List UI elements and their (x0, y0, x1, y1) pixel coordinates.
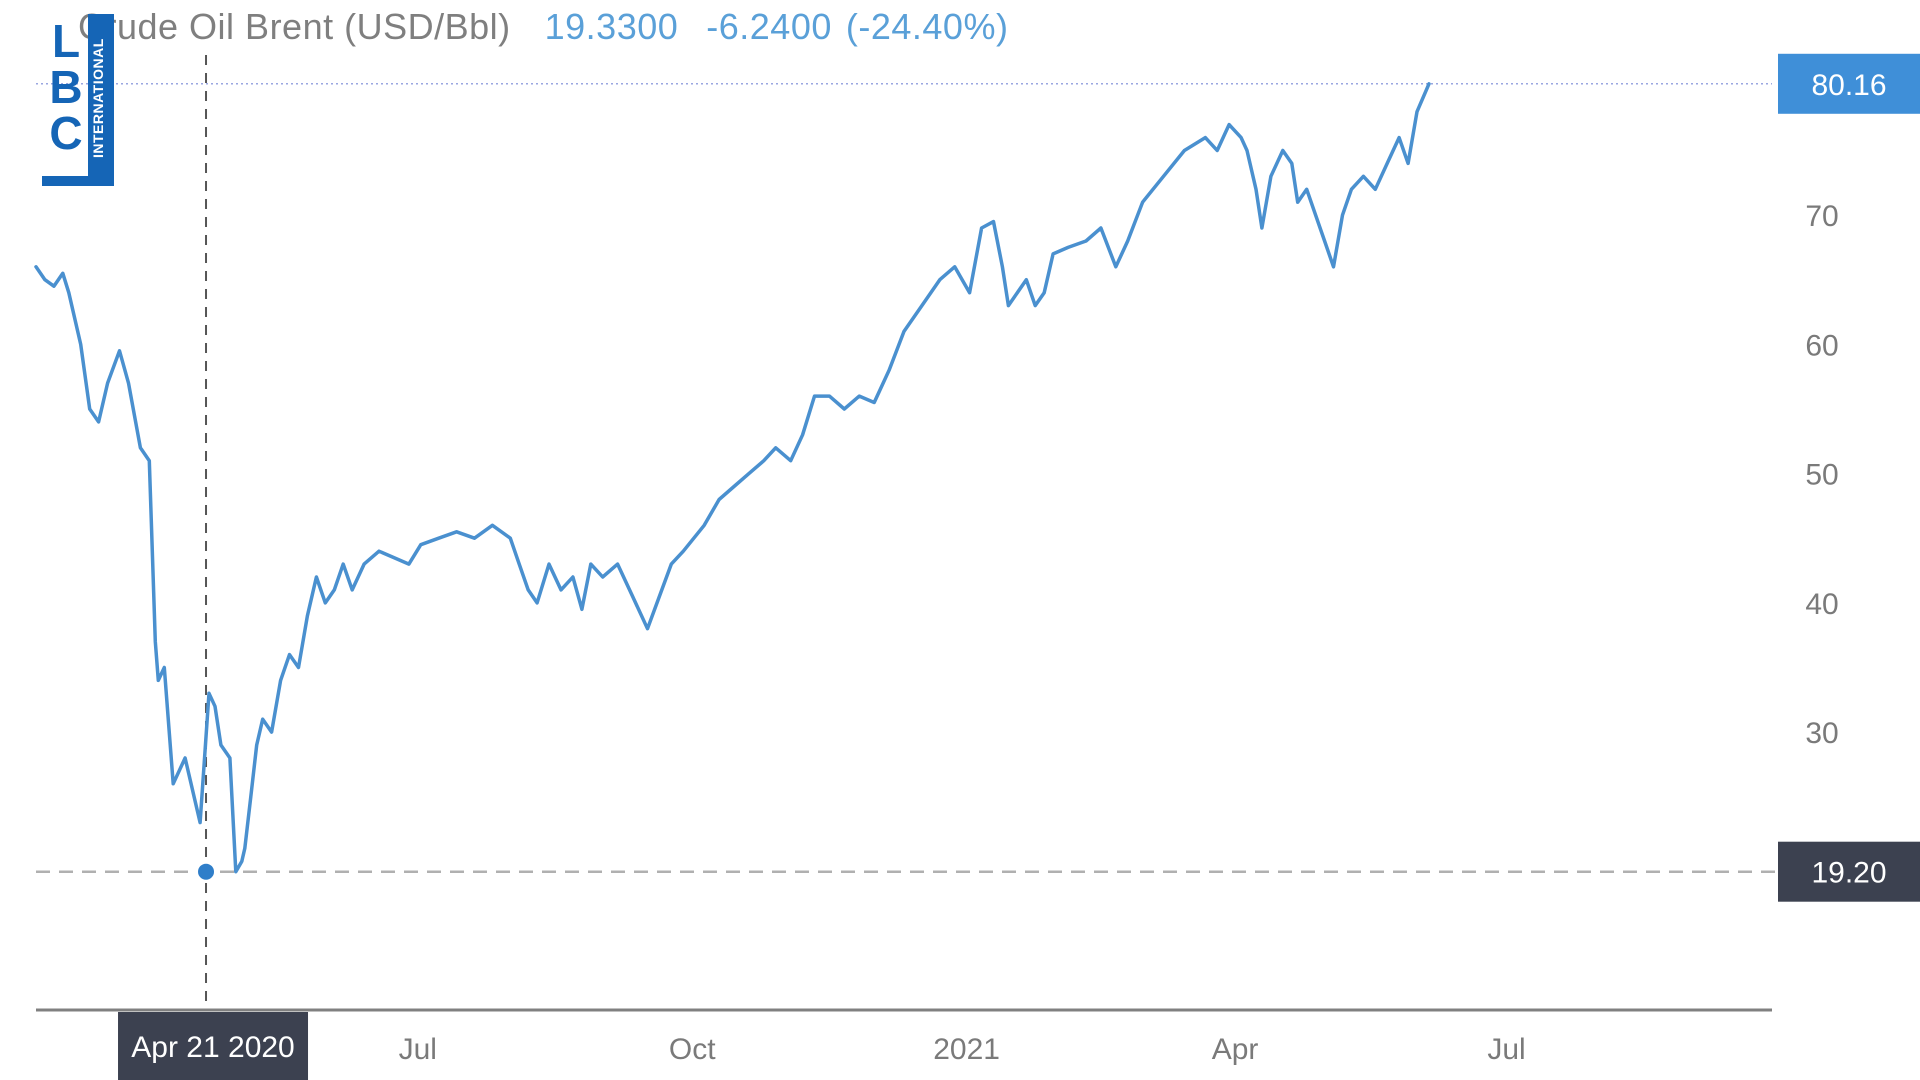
y-tick-label: 30 (1805, 717, 1838, 750)
crosshair-value-label: 19.20 (1811, 857, 1886, 890)
price-change: -6.2400 (706, 6, 832, 47)
last-price-label: 80.16 (1811, 69, 1886, 102)
chart-header: Crude Oil Brent (USD/Bbl) 19.3300 -6.2400 (… (78, 6, 1008, 48)
y-axis-tick-labels: 30 40 50 60 70 (1805, 200, 1838, 750)
price-series (34, 82, 1431, 882)
crosshair-date-badge (118, 1012, 309, 1080)
x-tick-label: Jul (399, 1033, 437, 1066)
logo-letters: L B C (46, 18, 86, 156)
y-tick-label: 70 (1805, 200, 1838, 233)
logo-subtitle: INTERNATIONAL (90, 38, 106, 158)
y-tick-label: 50 (1805, 459, 1838, 492)
crosshair-value-badge (1778, 841, 1920, 902)
reference-lines (36, 55, 1778, 1010)
current-price: 19.3300 (544, 6, 679, 47)
logo-letter: B (49, 61, 83, 113)
y-tick-label: 60 (1805, 329, 1838, 362)
x-tick-label: Oct (669, 1033, 716, 1066)
x-tick-label: Apr (1212, 1033, 1259, 1066)
instrument-title: Crude Oil Brent (USD/Bbl) (78, 6, 511, 47)
logo-bottom-band (42, 176, 114, 186)
crosshair-point-marker (196, 861, 217, 882)
last-price-badge (1778, 53, 1920, 114)
price-change-percent: (-24.40%) (845, 6, 1009, 47)
x-tick-label: 2021 (933, 1033, 1000, 1066)
y-tick-label: 40 (1805, 588, 1838, 621)
x-axis-tick-labels: Jul Oct 2021 Apr Jul (399, 1033, 1526, 1066)
crosshair-date-label: Apr 21 2020 (131, 1031, 294, 1064)
lbc-logo: L B C INTERNATIONAL (42, 14, 114, 186)
price-badges: 80.16 19.20 Apr 21 2020 (118, 53, 1920, 1080)
x-tick-label: Jul (1487, 1033, 1525, 1066)
logo-letter: C (49, 107, 83, 159)
logo-letter: L (51, 15, 81, 67)
price-series-line (34, 82, 1431, 874)
logo-vertical-band (88, 14, 114, 186)
